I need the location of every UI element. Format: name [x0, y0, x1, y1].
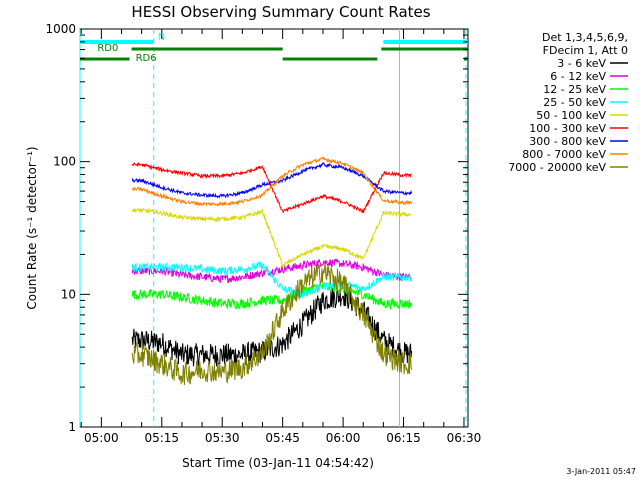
legend-label: 100 - 300 keV [529, 122, 606, 135]
x-tick-label: 05:15 [144, 431, 179, 445]
legend-label: 300 - 800 keV [529, 135, 606, 148]
series-line [131, 260, 413, 299]
series-group [131, 156, 413, 386]
legend-label: 50 - 100 keV [536, 109, 606, 122]
legend-header-1: Det 1,3,4,5,6,9, [542, 31, 628, 44]
x-axis: 05:00 05:15 05:30 05:45 06:00 06:15 06:30 [80, 29, 482, 445]
x-tick-label: 06:00 [326, 431, 361, 445]
series-line [131, 207, 412, 269]
legend: Det 1,3,4,5,6,9, FDecim 1, Att 0 3 - 6 k… [508, 31, 628, 174]
y-tick-label: 1000 [45, 22, 76, 36]
y-tick-label: 100 [53, 155, 76, 169]
x-tick-label: 06:15 [386, 431, 421, 445]
series-line [131, 282, 413, 311]
chart-title: HESSI Observing Summary Count Rates [131, 3, 430, 21]
x-tick-label: 06:30 [447, 431, 482, 445]
series-line [131, 156, 413, 207]
flag-label: RD6 [136, 53, 157, 64]
legend-header-2: FDecim 1, Att 0 [543, 44, 628, 57]
x-axis-label: Start Time (03-Jan-11 04:54:42) [182, 456, 374, 470]
y-axis-label: Count Rate (s⁻¹ detector⁻¹) [25, 146, 39, 309]
status-flags: NRD0RD6 [80, 32, 468, 64]
legend-label: 800 - 7000 keV [522, 148, 606, 161]
y-tick-label: 10 [61, 287, 76, 301]
legend-label: 12 - 25 keV [543, 83, 606, 96]
legend-label: 25 - 50 keV [543, 96, 606, 109]
series-line [131, 162, 412, 214]
y-axis: 1 10 100 1000 [45, 22, 468, 434]
legend-label: 6 - 12 keV [550, 70, 606, 83]
legend-label: 3 - 6 keV [557, 57, 606, 70]
y-tick-label: 1 [68, 420, 76, 434]
x-tick-label: 05:30 [205, 431, 240, 445]
timestamp: 3-Jan-2011 05:47 [566, 467, 636, 476]
legend-label: 7000 - 20000 keV [508, 161, 606, 174]
x-tick-label: 05:45 [265, 431, 300, 445]
x-tick-label: 05:00 [84, 431, 119, 445]
flag-label: RD0 [97, 43, 118, 54]
series-line [131, 262, 413, 386]
series-line [131, 258, 412, 283]
